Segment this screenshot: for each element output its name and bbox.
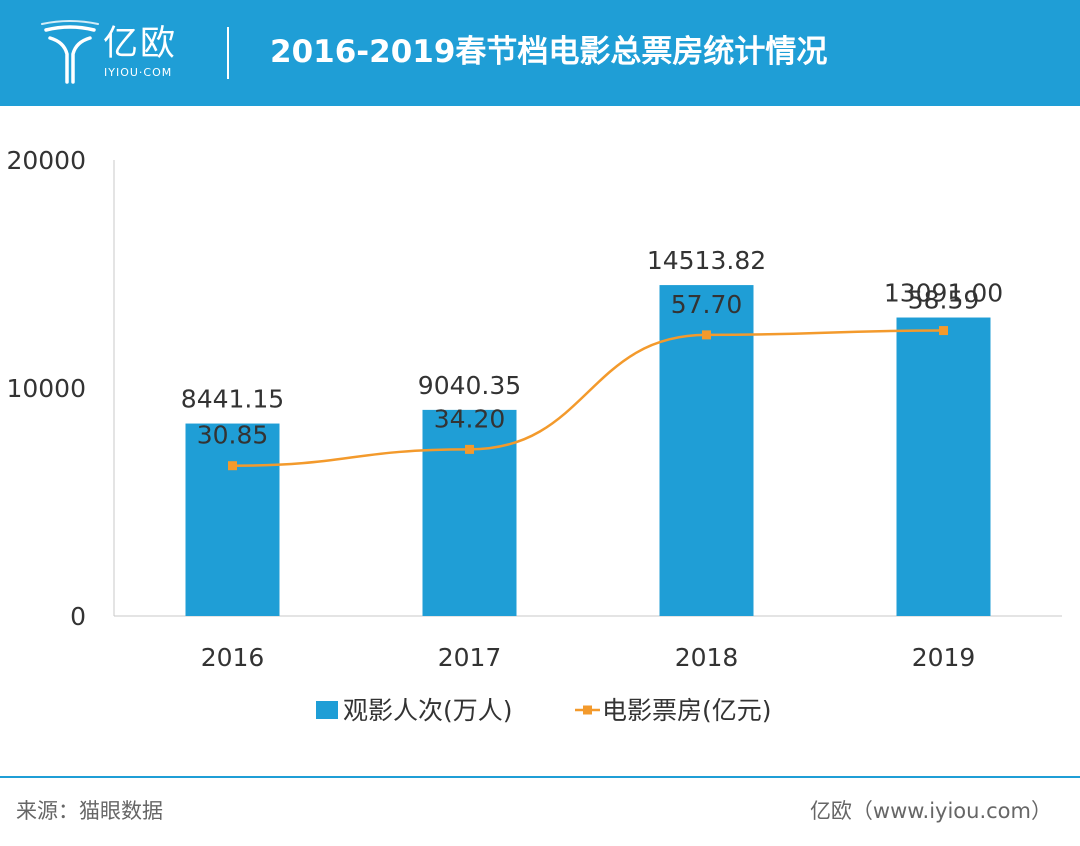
logo-subtext: IYIOU·COM xyxy=(104,66,173,79)
legend-bar-label: 观影人次(万人) xyxy=(343,696,513,725)
x-tick-label: 2019 xyxy=(912,643,976,672)
y-tick-label: 20000 xyxy=(6,146,86,175)
series-line xyxy=(232,329,944,467)
bar-data-label: 9040.35 xyxy=(418,371,521,400)
x-tick-label: 2016 xyxy=(201,643,265,672)
line-data-label: 58.59 xyxy=(908,286,980,315)
line-point xyxy=(228,461,237,471)
iyiou-logo-icon xyxy=(41,20,99,84)
legend-bar-swatch xyxy=(316,701,338,719)
bar-data-label: 14513.82 xyxy=(647,246,766,275)
line-point xyxy=(702,330,711,340)
line-data-label: 34.20 xyxy=(434,404,506,433)
page-title: 2016-2019春节档电影总票房统计情况 xyxy=(270,34,828,70)
legend-line-marker xyxy=(583,705,592,715)
x-tick-label: 2018 xyxy=(675,643,739,672)
bar xyxy=(659,285,754,616)
bar-data-label: 8441.15 xyxy=(181,385,284,414)
legend-line-label: 电影票房(亿元) xyxy=(602,696,772,725)
credit-note: 亿欧（www.iyiou.com） xyxy=(809,799,1052,823)
bar xyxy=(185,423,280,616)
source-note: 来源：猫眼数据 xyxy=(16,799,163,823)
header-divider xyxy=(227,27,229,79)
y-tick-label: 10000 xyxy=(6,374,86,403)
bar-data-label: 13091.00 xyxy=(884,279,1003,308)
line-point xyxy=(939,326,948,336)
logo-text: 亿欧 xyxy=(103,24,178,64)
bar xyxy=(422,409,517,616)
line-point xyxy=(465,444,474,454)
header-banner: 亿欧 IYIOU·COM 2016-2019春节档电影总票房统计情况 xyxy=(0,0,1080,106)
y-tick-label: 0 xyxy=(70,602,86,631)
line-data-label: 57.70 xyxy=(671,290,743,319)
x-tick-label: 2017 xyxy=(438,643,502,672)
line-data-label: 30.85 xyxy=(197,421,269,450)
bar xyxy=(896,317,991,616)
footer-divider xyxy=(0,776,1080,778)
chart: 0 10000 20000 2016 2017 2018 2019 8441.15 9040.3… xyxy=(6,146,1062,725)
